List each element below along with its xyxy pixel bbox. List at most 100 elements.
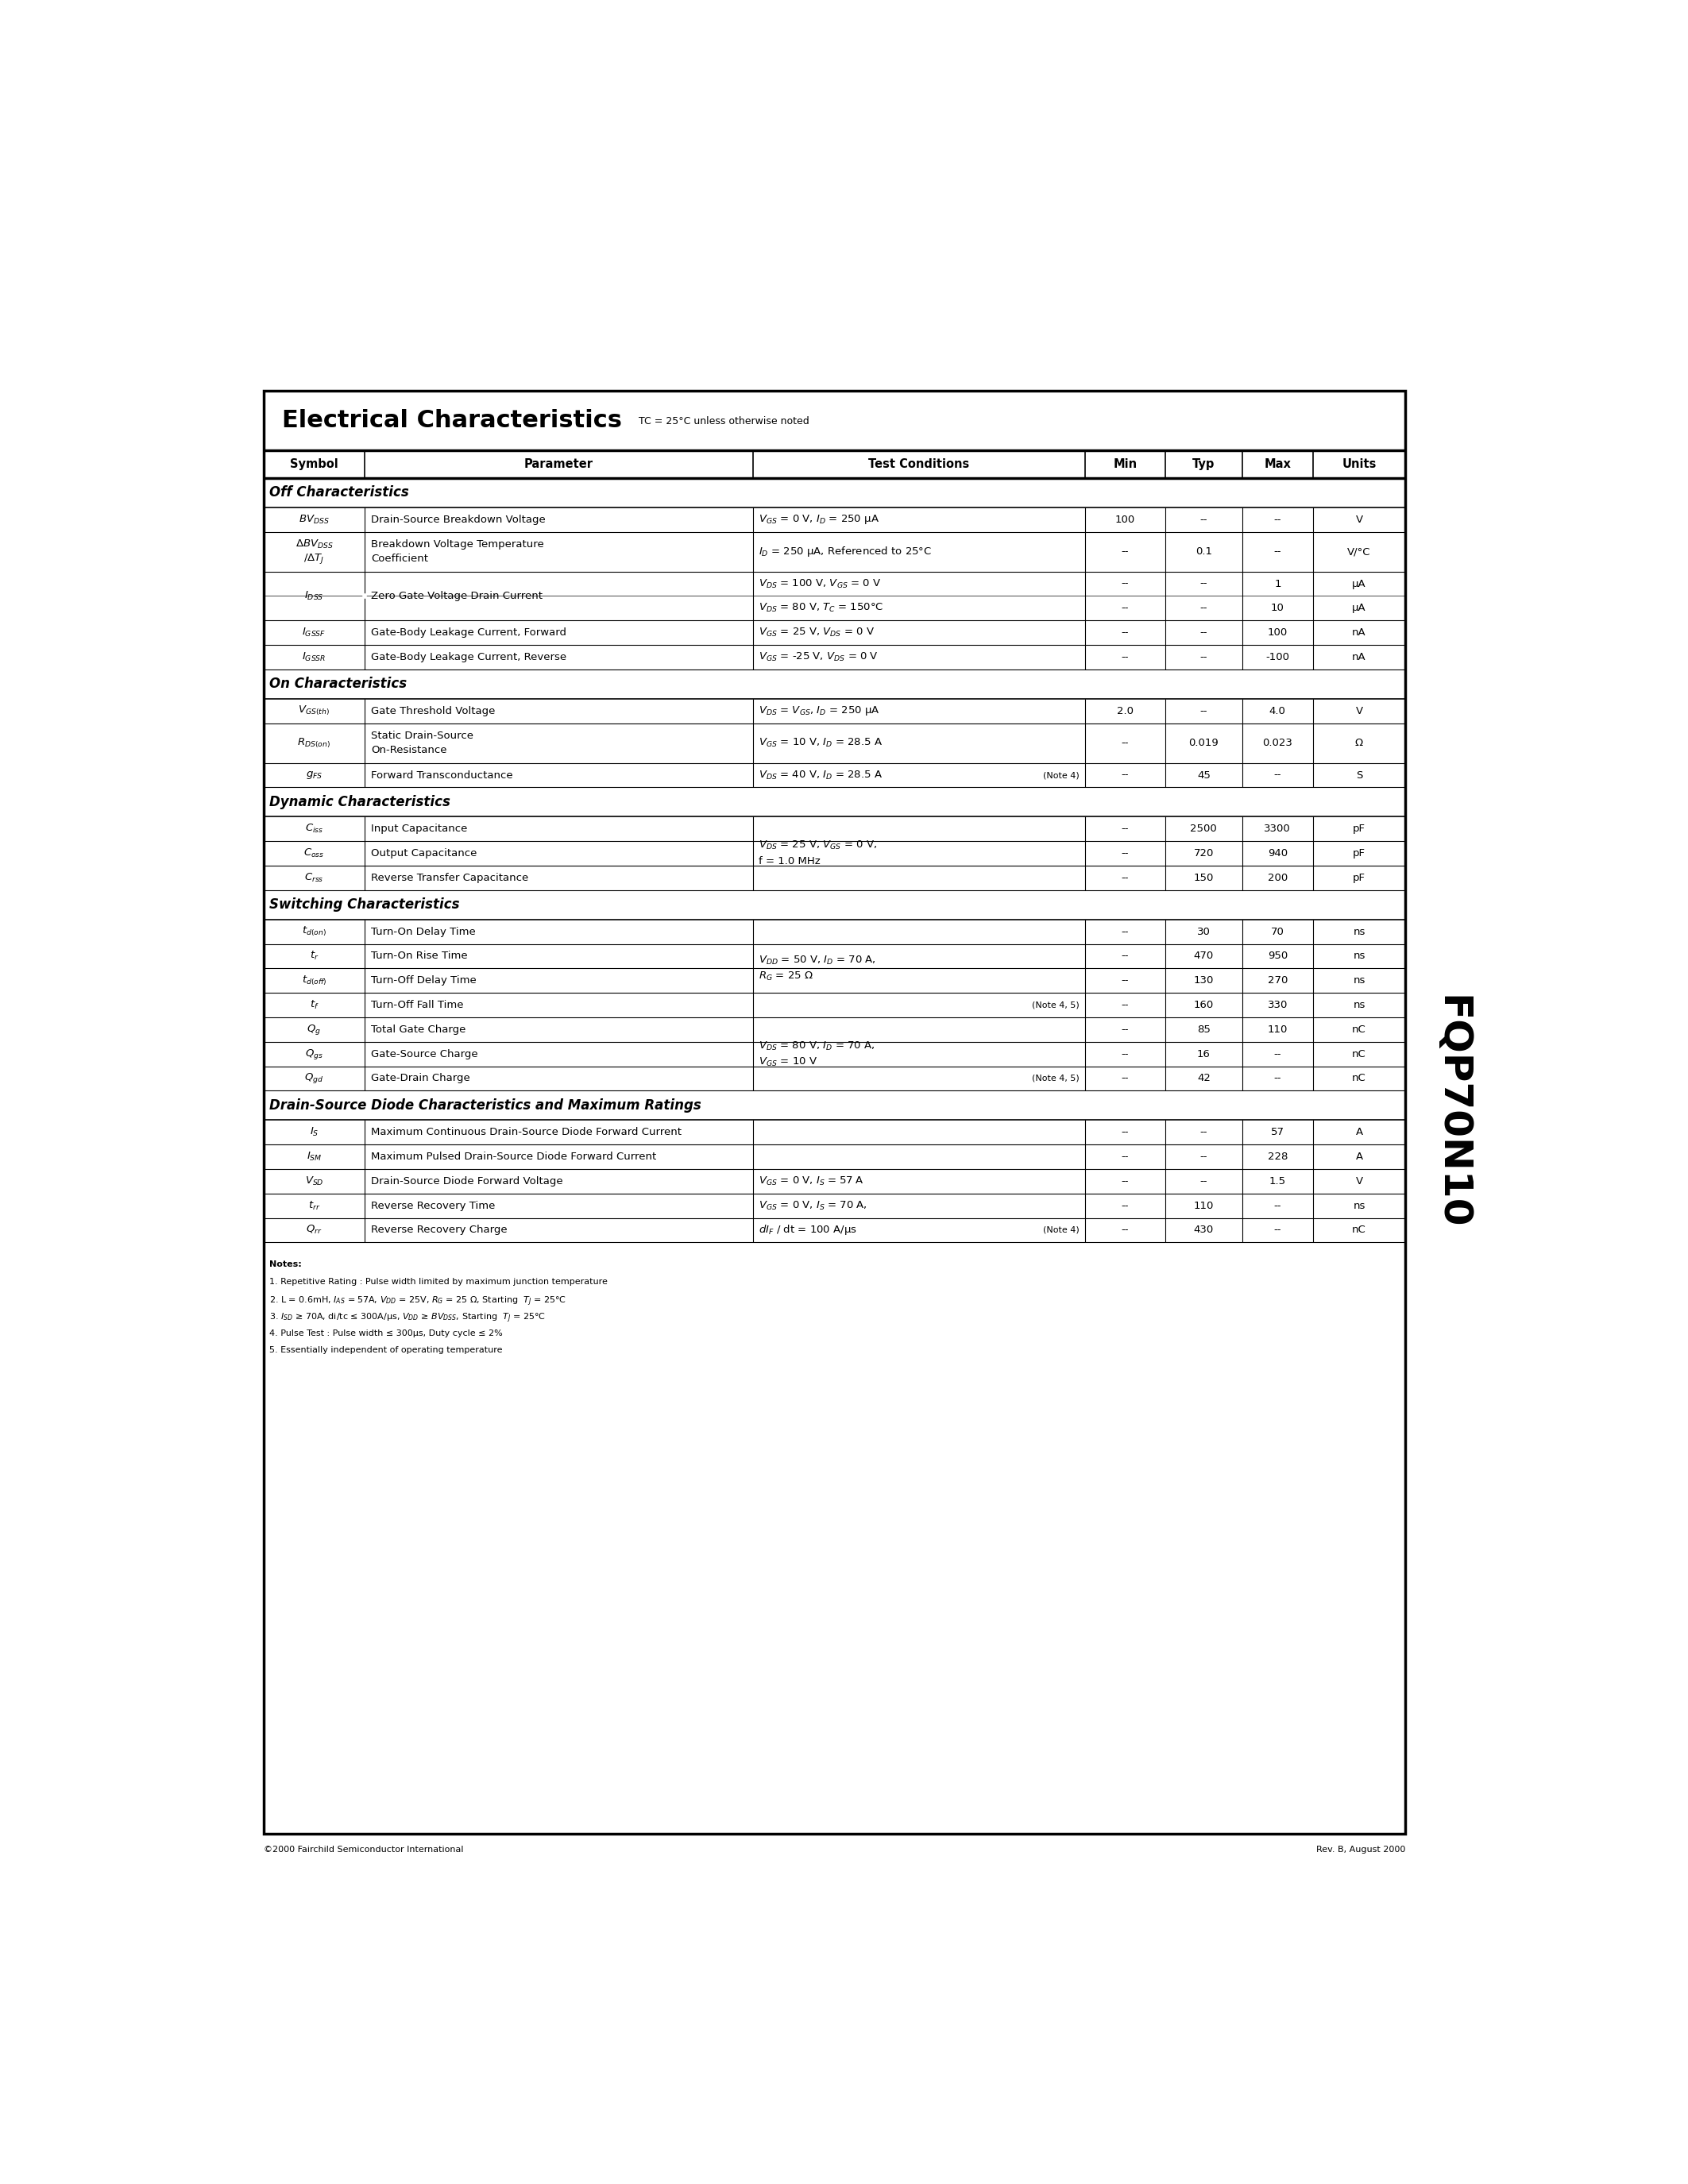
Text: 130: 130 [1193, 976, 1214, 985]
Text: Drain-Source Diode Forward Voltage: Drain-Source Diode Forward Voltage [371, 1175, 564, 1186]
Text: 270: 270 [1268, 976, 1288, 985]
Text: μA: μA [1352, 579, 1366, 590]
Text: 85: 85 [1197, 1024, 1210, 1035]
Text: --: -- [1200, 603, 1207, 614]
Text: 110: 110 [1268, 1024, 1288, 1035]
Text: ns: ns [1354, 950, 1366, 961]
Text: Electrical Characteristics: Electrical Characteristics [282, 408, 621, 432]
Text: nC: nC [1352, 1225, 1366, 1236]
Text: Rev. B, August 2000: Rev. B, August 2000 [1317, 1845, 1406, 1854]
Text: TC = 25°C unless otherwise noted: TC = 25°C unless otherwise noted [638, 417, 810, 426]
Text: Turn-Off Delay Time: Turn-Off Delay Time [371, 976, 476, 985]
Text: $\Delta BV_{DSS}$: $\Delta BV_{DSS}$ [295, 539, 333, 550]
Text: 10: 10 [1271, 603, 1285, 614]
Text: --: -- [1121, 1225, 1129, 1236]
Text: Symbol: Symbol [290, 459, 338, 470]
Text: Coefficient: Coefficient [371, 553, 429, 563]
Text: --: -- [1121, 874, 1129, 882]
Text: (Note 4, 5): (Note 4, 5) [1031, 1000, 1079, 1009]
Text: $C_{oss}$: $C_{oss}$ [304, 847, 324, 860]
Text: $V_{GS}$ = 0 V, $I_S$ = 70 A,: $V_{GS}$ = 0 V, $I_S$ = 70 A, [760, 1199, 868, 1212]
Text: $I_D$ = 250 μA, Referenced to 25°C: $I_D$ = 250 μA, Referenced to 25°C [760, 544, 932, 559]
Text: V: V [1355, 1175, 1362, 1186]
Text: Input Capacitance: Input Capacitance [371, 823, 468, 834]
Text: Reverse Recovery Time: Reverse Recovery Time [371, 1201, 495, 1210]
Text: Max: Max [1264, 459, 1291, 470]
Text: nA: nA [1352, 653, 1366, 662]
Text: Typ: Typ [1192, 459, 1215, 470]
Text: Turn-On Delay Time: Turn-On Delay Time [371, 926, 476, 937]
Text: 110: 110 [1193, 1201, 1214, 1210]
Text: Test Conditions: Test Conditions [868, 459, 969, 470]
Text: Breakdown Voltage Temperature: Breakdown Voltage Temperature [371, 539, 544, 550]
Text: Min: Min [1114, 459, 1138, 470]
Text: --: -- [1274, 546, 1281, 557]
Text: Turn-Off Fall Time: Turn-Off Fall Time [371, 1000, 464, 1011]
Text: Drain-Source Diode Characteristics and Maximum Ratings: Drain-Source Diode Characteristics and M… [270, 1099, 702, 1112]
Text: pF: pF [1352, 874, 1366, 882]
Text: Reverse Recovery Charge: Reverse Recovery Charge [371, 1225, 508, 1236]
Text: 940: 940 [1268, 847, 1288, 858]
Text: pF: pF [1352, 823, 1366, 834]
Text: 3. $I_{SD}$ ≥ 70A, di/tc ≤ 300A/μs, $V_{DD}$ ≥ $BV_{DSS}$, Starting  $T_J$ = 25°: 3. $I_{SD}$ ≥ 70A, di/tc ≤ 300A/μs, $V_{… [270, 1313, 545, 1326]
Text: $V_{GS}$ = -25 V, $V_{DS}$ = 0 V: $V_{GS}$ = -25 V, $V_{DS}$ = 0 V [760, 651, 879, 664]
Text: V: V [1355, 705, 1362, 716]
Text: $V_{GS}$ = 25 V, $V_{DS}$ = 0 V: $V_{GS}$ = 25 V, $V_{DS}$ = 0 V [760, 627, 874, 638]
Text: 3300: 3300 [1264, 823, 1291, 834]
Text: --: -- [1121, 1024, 1129, 1035]
Text: A: A [1355, 1127, 1362, 1138]
Text: $I_{GSSF}$: $I_{GSSF}$ [302, 627, 326, 638]
Text: --: -- [1121, 738, 1129, 749]
Bar [263, 391, 1406, 1835]
Text: --: -- [1121, 926, 1129, 937]
Text: $R_G$ = 25 Ω: $R_G$ = 25 Ω [760, 970, 814, 983]
Text: 16: 16 [1197, 1048, 1210, 1059]
Text: $C_{rss}$: $C_{rss}$ [304, 871, 324, 885]
Text: 70: 70 [1271, 926, 1285, 937]
Text: 4. Pulse Test : Pulse width ≤ 300μs, Duty cycle ≤ 2%: 4. Pulse Test : Pulse width ≤ 300μs, Dut… [270, 1330, 503, 1337]
Text: $V_{DS}$ = 40 V, $I_D$ = 28.5 A: $V_{DS}$ = 40 V, $I_D$ = 28.5 A [760, 769, 883, 782]
Text: 228: 228 [1268, 1151, 1288, 1162]
Text: Units: Units [1342, 459, 1376, 470]
Text: A: A [1355, 1151, 1362, 1162]
Text: 2500: 2500 [1190, 823, 1217, 834]
Text: Turn-On Rise Time: Turn-On Rise Time [371, 950, 468, 961]
Text: --: -- [1274, 515, 1281, 524]
Text: Switching Characteristics: Switching Characteristics [270, 898, 459, 913]
Text: --: -- [1121, 603, 1129, 614]
Text: Dynamic Characteristics: Dynamic Characteristics [270, 795, 451, 810]
Text: 2. L = 0.6mH, $I_{AS}$ = 57A, $V_{DD}$ = 25V, $R_G$ = 25 Ω, Starting  $T_J$ = 25: 2. L = 0.6mH, $I_{AS}$ = 57A, $V_{DD}$ =… [270, 1295, 567, 1308]
Text: --: -- [1274, 771, 1281, 780]
Text: Output Capacitance: Output Capacitance [371, 847, 478, 858]
Text: --: -- [1121, 1000, 1129, 1011]
Text: $C_{iss}$: $C_{iss}$ [306, 823, 324, 834]
Text: 1. Repetitive Rating : Pulse width limited by maximum junction temperature: 1. Repetitive Rating : Pulse width limit… [270, 1278, 608, 1286]
Text: --: -- [1121, 976, 1129, 985]
Text: nC: nC [1352, 1048, 1366, 1059]
Text: ns: ns [1354, 976, 1366, 985]
Text: nC: nC [1352, 1072, 1366, 1083]
Text: $V_{DS}$ = $V_{GS}$, $I_D$ = 250 μA: $V_{DS}$ = $V_{GS}$, $I_D$ = 250 μA [760, 705, 879, 716]
Text: 0.019: 0.019 [1188, 738, 1219, 749]
Text: 200: 200 [1268, 874, 1288, 882]
Text: 100: 100 [1268, 627, 1288, 638]
Text: 2.0: 2.0 [1117, 705, 1134, 716]
Text: Gate-Source Charge: Gate-Source Charge [371, 1048, 478, 1059]
Text: ns: ns [1354, 1000, 1366, 1011]
Text: Off Characteristics: Off Characteristics [270, 485, 408, 500]
Text: $Q_{gd}$: $Q_{gd}$ [304, 1072, 324, 1085]
Text: ns: ns [1354, 1201, 1366, 1210]
Text: V/°C: V/°C [1347, 546, 1371, 557]
Text: $/     \Delta T_J$: $/ \Delta T_J$ [304, 553, 324, 566]
Text: --: -- [1121, 1127, 1129, 1138]
Text: --: -- [1200, 705, 1207, 716]
Text: 470: 470 [1193, 950, 1214, 961]
Text: Maximum Pulsed Drain-Source Diode Forward Current: Maximum Pulsed Drain-Source Diode Forwar… [371, 1151, 657, 1162]
Text: --: -- [1121, 546, 1129, 557]
Text: Zero Gate Voltage Drain Current: Zero Gate Voltage Drain Current [371, 592, 542, 601]
Text: Parameter: Parameter [525, 459, 594, 470]
Text: (Note 4): (Note 4) [1043, 771, 1079, 780]
Text: Static Drain-Source: Static Drain-Source [371, 732, 474, 740]
Text: --: -- [1121, 1151, 1129, 1162]
Text: --: -- [1121, 579, 1129, 590]
